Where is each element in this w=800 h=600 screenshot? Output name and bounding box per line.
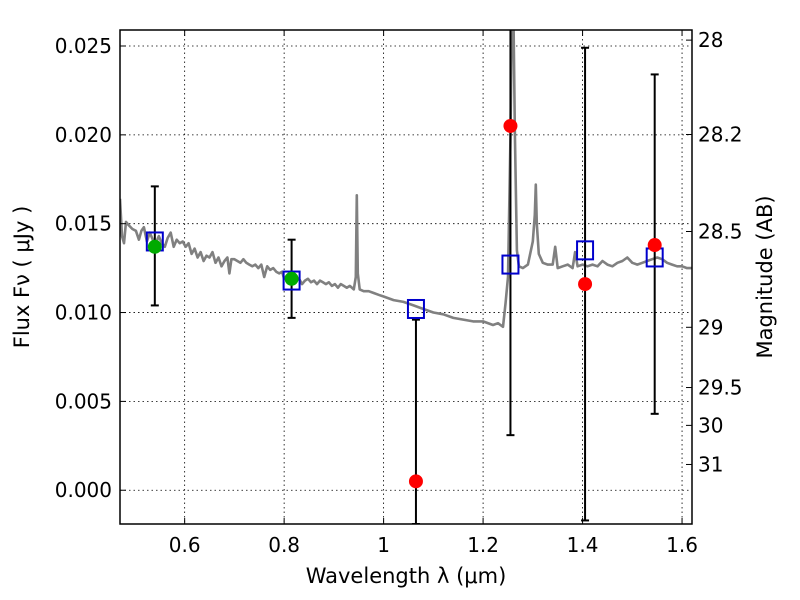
magnitude-tick-label: 30 xyxy=(698,413,723,437)
x-axis-label: Wavelength λ (μm) xyxy=(306,564,507,588)
observed-photometry-point xyxy=(147,239,162,254)
spectrum-layer xyxy=(120,30,692,329)
model-photometry-square xyxy=(501,254,520,275)
model-photometry-square xyxy=(282,270,301,291)
magnitude-tick-label: 28.2 xyxy=(698,122,743,146)
y-tick-label: 0.020 xyxy=(55,123,112,147)
observed-photometry-point xyxy=(284,271,299,286)
magnitude-tick-label: 28.5 xyxy=(698,220,743,244)
model-photometry-square xyxy=(576,240,595,261)
observed-photometry-point xyxy=(408,474,423,489)
x-tick-label: 1 xyxy=(377,533,390,557)
spectrum-line xyxy=(120,30,692,329)
magnitude-tick-label: 31 xyxy=(698,452,723,476)
magnitude-tick-label: 29 xyxy=(698,315,723,339)
ticks: 0.6 0.8 1 1.2 1.4 1.6 0.000 0.005 0.010 0.015 0.02… xyxy=(55,28,743,557)
y-tick-label: 0.000 xyxy=(55,478,112,502)
y-tick-label: 0.025 xyxy=(55,34,112,58)
right-axis-label: Magnitude (AB) xyxy=(753,195,777,358)
observed-photometry-point xyxy=(647,238,662,253)
x-tick-label: 1.6 xyxy=(666,533,698,557)
observed-photometry-layer xyxy=(147,118,662,489)
observed-photometry-point xyxy=(503,118,518,133)
y-tick-label: 0.005 xyxy=(55,389,112,413)
y-tick-label: 0.015 xyxy=(55,212,112,236)
x-tick-label: 0.8 xyxy=(268,533,300,557)
x-tick-label: 1.2 xyxy=(467,533,499,557)
plot-frame xyxy=(119,29,693,525)
model-photometry-layer xyxy=(145,231,664,319)
x-tick-label: 0.6 xyxy=(169,533,201,557)
observed-photometry-point xyxy=(578,277,593,292)
x-tick-label: 1.4 xyxy=(567,533,599,557)
model-photometry-square xyxy=(406,298,425,319)
magnitude-tick-label: 28 xyxy=(698,28,723,52)
y-tick-label: 0.010 xyxy=(55,301,112,325)
magnitude-tick-label: 29.5 xyxy=(698,376,743,400)
y-axis-label: Flux Fν ( μJy ) xyxy=(10,206,34,349)
grid xyxy=(120,30,692,524)
